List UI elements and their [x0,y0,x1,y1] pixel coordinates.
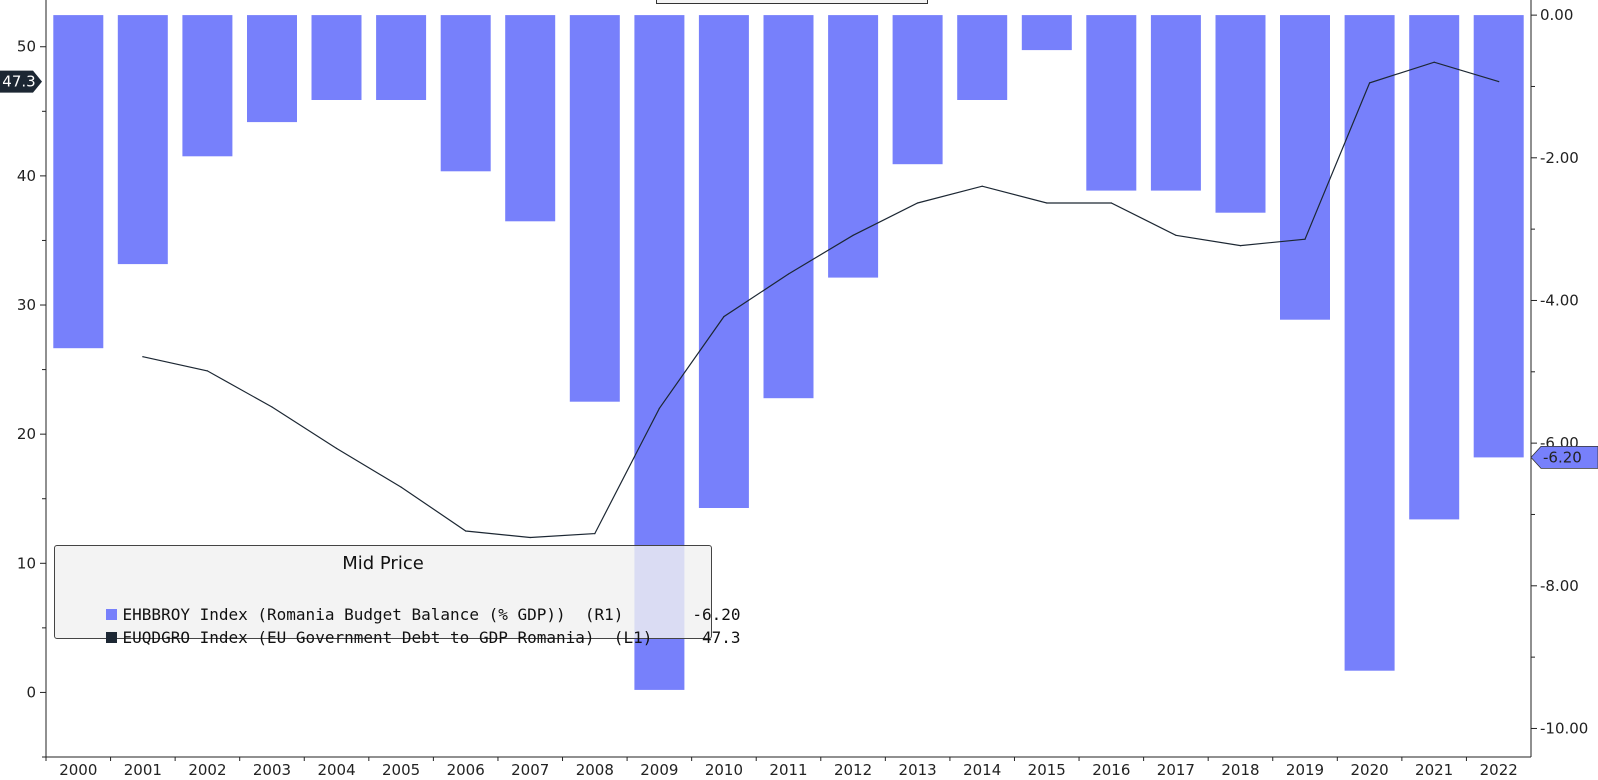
line-point-2001 [142,356,144,358]
bar-2018 [1215,15,1266,213]
right-tick-label: -4.00 [1540,291,1579,309]
legend-value: 47.3 [702,628,741,647]
line-point-2010 [723,316,725,318]
x-tick-label: 2015 [1028,761,1066,779]
right-current-marker [1530,446,1598,469]
left-current-marker [0,70,42,93]
bar-2017 [1150,15,1201,191]
line-point-2008 [594,533,596,535]
bar-2021 [1409,15,1460,520]
right-tick-label: -10.00 [1540,719,1588,737]
x-tick-label: 2002 [188,761,226,779]
x-tick-label: 2010 [705,761,743,779]
bar-2001 [117,15,168,265]
x-tick-label: 2020 [1350,761,1388,779]
x-tick-label: 2008 [576,761,614,779]
bar-2002 [182,15,233,157]
line-point-2014 [981,185,983,187]
x-tick-label: 2013 [899,761,937,779]
x-tick-label: 2019 [1286,761,1324,779]
bar-2019 [1280,15,1330,320]
left-tick-label: 0 [26,683,36,701]
x-tick-label: 2014 [963,761,1001,779]
right-tick-label: 0.00 [1540,6,1573,24]
bar-2022 [1473,15,1524,458]
bar-2020 [1344,15,1395,671]
x-tick-label: 2007 [511,761,549,779]
legend-item-budget-balance[interactable]: EHBBROY Index (Romania Budget Balance (%… [67,586,741,643]
left-tick-label: 50 [17,38,36,56]
legend-label: EHBBROY Index (Romania Budget Balance (%… [122,605,624,624]
line-series-debt [142,61,1499,539]
x-tick-label: 2021 [1415,761,1453,779]
legend-label: EUQDGRO Index (EU Government Debt to GDP… [122,628,653,647]
bar-2016 [1086,15,1137,191]
left-tick-label: 40 [17,167,36,185]
legend-value: -6.20 [692,605,741,624]
bar-2014 [957,15,1008,101]
line-point-2006 [465,530,467,532]
bar-2015 [1021,15,1072,51]
x-tick-label: 2004 [317,761,355,779]
line-point-2016 [1110,202,1112,204]
bar-2008 [569,15,620,402]
line-point-2007 [529,536,531,539]
line-point-2011 [787,273,790,275]
x-tick-label: 2017 [1157,761,1195,779]
legend-swatch-bar [105,609,117,620]
bar-2004 [311,15,362,101]
x-tick-label: 2011 [769,761,807,779]
left-tick-label: 10 [17,554,36,572]
top-info-box [656,0,928,4]
line-point-2003 [271,406,273,408]
bar-2006 [440,15,491,172]
line-point-2013 [917,202,919,204]
x-tick-label: 2012 [834,761,872,779]
x-tick-label: 2003 [253,761,291,779]
x-tick-label: 2016 [1092,761,1130,779]
bar-2000 [53,15,104,349]
legend-title: Mid Price [342,553,424,574]
x-tick-label: 2009 [640,761,678,779]
right-tick-label: -8.00 [1540,577,1579,595]
right-current-label: -6.20 [1543,448,1582,466]
legend-swatch-line [105,632,117,643]
left-current-label: 47.3 [2,73,35,91]
bar-2013 [892,15,943,165]
x-tick-label: 2006 [447,761,485,779]
line-point-2015 [1046,202,1048,204]
line-point-2019 [1304,238,1306,240]
line-point-2018 [1239,245,1242,247]
line-point-2002 [206,370,208,372]
line-layer [142,61,1500,539]
legend-item-debt-to-gdp[interactable]: EUQDGRO Index (EU Government Debt to GDP… [67,609,741,666]
left-tick-label: 30 [17,296,36,314]
line-point-2020 [1369,82,1371,84]
bar-2011 [763,15,814,399]
bar-2005 [376,15,427,101]
bar-2012 [828,15,879,278]
x-tick-label: 2018 [1221,761,1259,779]
x-tick-label: 2005 [382,761,420,779]
line-point-2009 [658,407,661,409]
x-tick-label: 2022 [1480,761,1518,779]
line-point-2004 [335,447,338,449]
right-tick-label: -2.00 [1540,149,1579,167]
bar-2010 [698,15,749,508]
line-point-2022 [1498,81,1500,83]
x-tick-label: 2000 [59,761,97,779]
legend[interactable]: Mid Price EHBBROY Index (Romania Budget … [54,545,741,647]
bar-2007 [505,15,556,222]
left-tick-label: 20 [17,425,36,443]
line-point-2005 [400,486,402,488]
x-tick-label: 2001 [124,761,162,779]
line-point-2021 [1433,61,1435,63]
line-point-2017 [1175,234,1177,236]
line-point-2012 [852,234,854,236]
bar-2003 [247,15,297,123]
